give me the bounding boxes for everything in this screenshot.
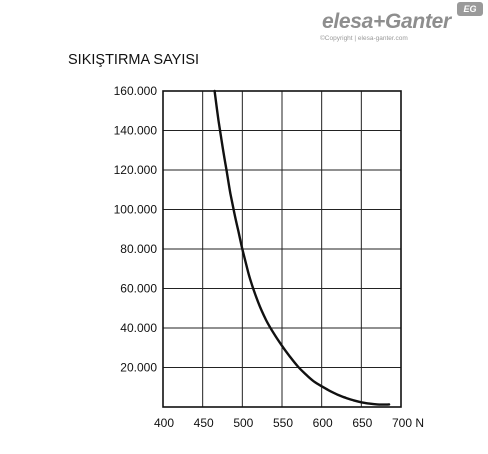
y-tick-label: 160.000 [114,84,158,98]
x-tick-label: 400 [154,416,174,430]
y-tick-label: 40.000 [120,321,157,335]
y-tick-label: 100.000 [114,203,158,217]
y-tick-label: 120.000 [114,163,158,177]
chart-title: SIKIŞTIRMA SAYISI [68,52,200,68]
y-tick-label: 80.000 [120,242,157,256]
brand-name: elesa+Ganter [322,10,451,33]
x-tick-label: 650 [352,416,372,430]
x-tick-label: 600 [313,416,333,430]
brand-copyright: ©Copyright | elesa-ganter.com [320,35,408,42]
series-line [213,89,391,406]
x-tick-label: 500 [233,416,253,430]
y-tick-label: 140.000 [114,124,158,138]
brand-badge: EG [457,2,483,16]
x-tick-label: 450 [194,416,214,430]
y-tick-label: 60.000 [120,282,157,296]
grid-lines [163,91,401,407]
brand-logo: elesa+Ganter EG ©Copyright | elesa-gante… [318,0,488,50]
x-tick-label: 700 N [392,416,424,430]
x-tick-label: 550 [273,416,293,430]
y-tick-label: 20.000 [120,361,157,375]
plot-frame [162,90,402,408]
